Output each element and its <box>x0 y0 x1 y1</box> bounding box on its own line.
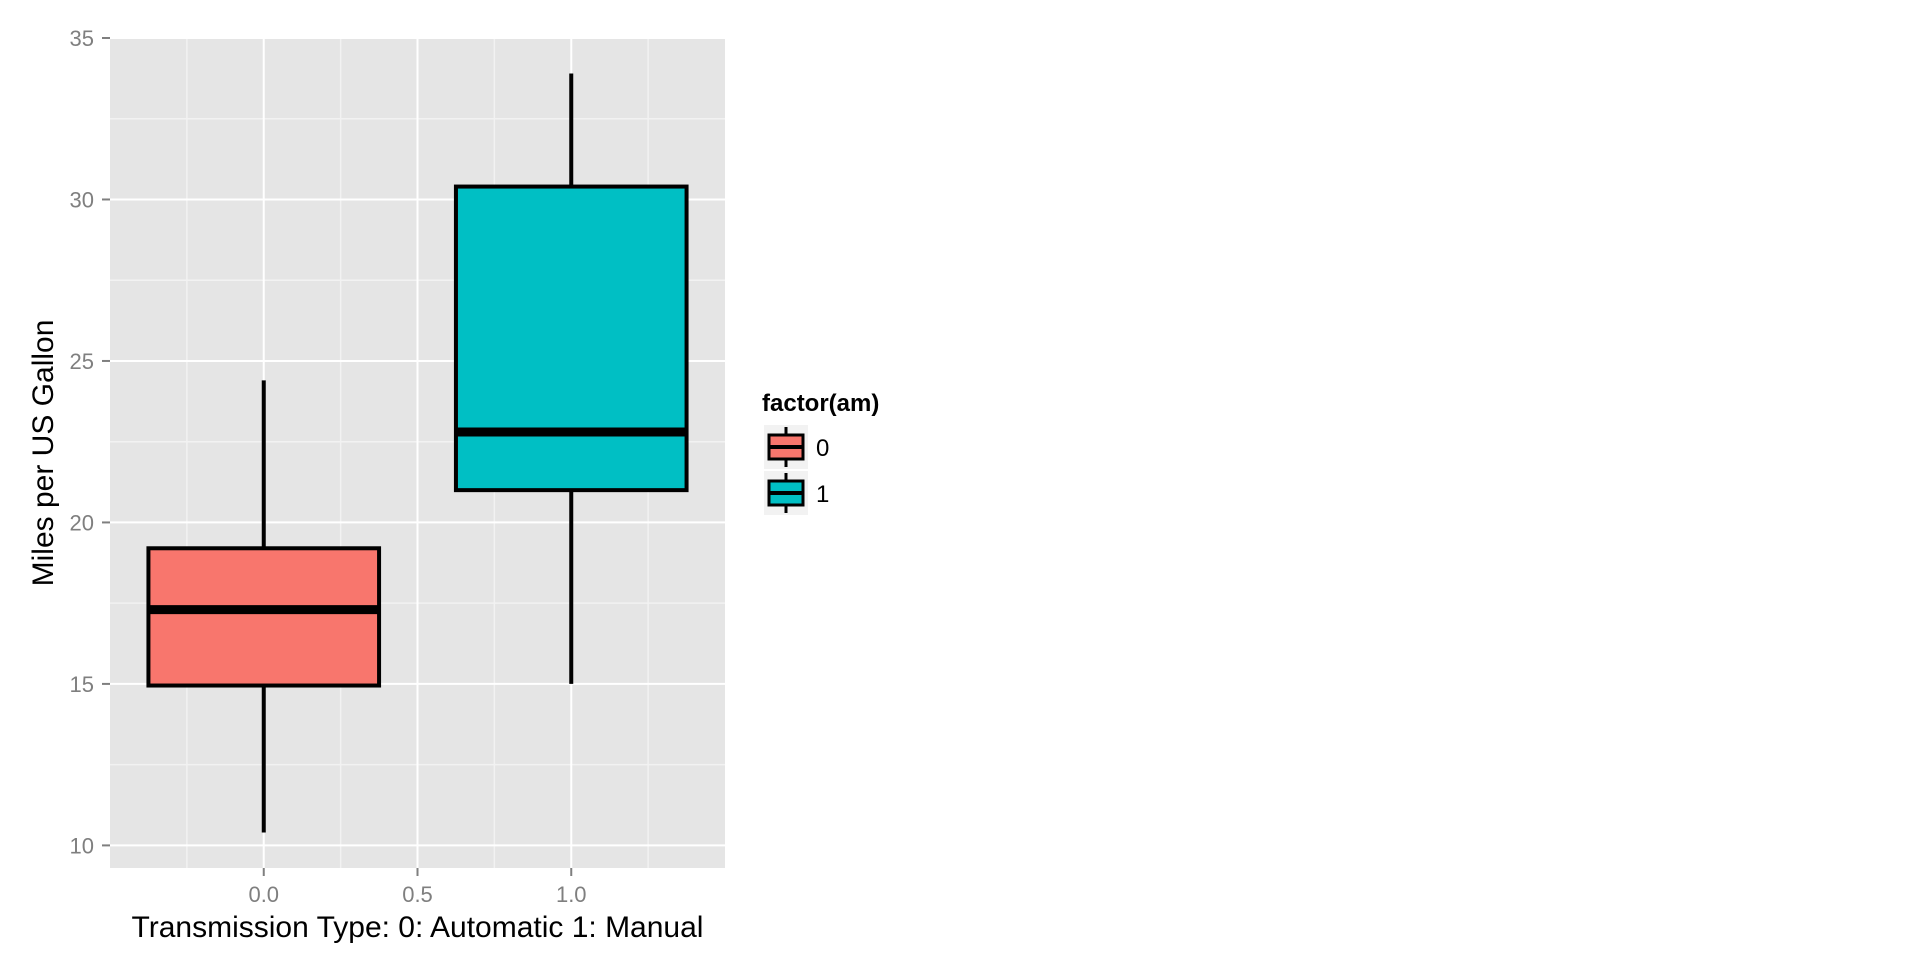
y-axis: 10 15 20 25 30 35 <box>70 26 110 858</box>
x-tick-label: 0.0 <box>248 882 279 907</box>
y-tick-label: 25 <box>70 349 94 374</box>
legend: factor(am) 01 <box>762 390 879 515</box>
y-tick-label: 15 <box>70 672 94 697</box>
y-tick-label: 20 <box>70 510 94 535</box>
box-series <box>146 73 689 833</box>
x-tick-label: 1.0 <box>556 882 587 907</box>
y-tick-label: 10 <box>70 833 94 858</box>
box-0 <box>146 380 382 833</box>
x-tick-label: 0.5 <box>402 882 433 907</box>
y-tick-label: 35 <box>70 26 94 51</box>
box-1 <box>453 73 689 684</box>
x-axis-title: Transmission Type: 0: Automatic 1: Manua… <box>132 911 704 944</box>
x-axis: 0.0 0.5 1.0 <box>248 868 587 907</box>
legend-key-1: 1 <box>764 471 829 515</box>
legend-key-0: 0 <box>764 425 829 469</box>
box-iqr <box>453 184 689 493</box>
legend-label: 1 <box>816 481 829 508</box>
y-axis-title: Miles per US Gallon <box>27 320 60 587</box>
legend-label: 0 <box>816 435 829 462</box>
legend-title: factor(am) <box>762 390 879 417</box>
box-iqr <box>146 546 382 688</box>
y-tick-label: 30 <box>70 187 94 212</box>
legend-keys: 01 <box>764 425 829 515</box>
